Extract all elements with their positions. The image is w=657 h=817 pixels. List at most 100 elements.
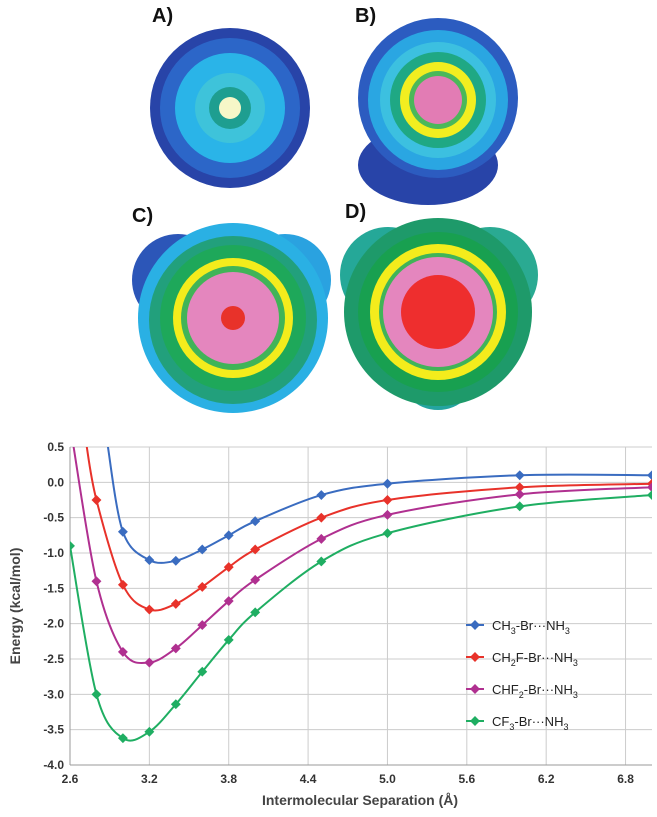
data-point <box>250 574 261 585</box>
data-point <box>250 607 261 618</box>
data-point <box>117 646 128 657</box>
legend-swatch-marker <box>470 684 480 694</box>
data-point <box>170 555 181 566</box>
data-point <box>514 501 525 512</box>
chart-series <box>70 447 652 744</box>
legend-label-part: CH <box>492 650 511 665</box>
legend-label-subscript: 3 <box>565 626 570 636</box>
legend-swatch-marker <box>470 620 480 630</box>
data-point <box>514 470 525 481</box>
data-point <box>316 556 327 567</box>
legend-label-subscript: 3 <box>573 690 578 700</box>
legend-label-part: F-Br···NH <box>516 650 573 665</box>
x-tick-label: 5.0 <box>379 772 396 786</box>
y-tick-label: -3.5 <box>43 723 64 737</box>
series-line <box>72 447 652 665</box>
energy-chart: 0.5 0.0 -0.5 -1.0 -1.5 -2.0 -2.5 -3.0 -3.5 -4.02.… <box>7 440 652 808</box>
y-tick-label: 0.0 <box>47 475 64 489</box>
y-tick-label: -3.0 <box>43 687 64 701</box>
data-point <box>382 478 393 489</box>
data-point <box>382 495 393 505</box>
data-point <box>316 533 327 544</box>
x-axis-title: Intermolecular Separation (Å) <box>262 792 458 808</box>
legend-label: CH2F-Br···NH3 <box>492 650 578 668</box>
esp-surface-panel-c <box>132 223 331 413</box>
x-tick-label: 5.6 <box>458 772 475 786</box>
legend-label-part: CF <box>492 714 509 729</box>
series-2 <box>72 447 652 668</box>
x-tick-label: 3.2 <box>141 772 158 786</box>
data-point <box>514 482 525 493</box>
data-point <box>117 526 128 537</box>
data-point <box>197 581 208 592</box>
data-point <box>382 528 393 539</box>
legend-swatch-marker <box>470 652 480 662</box>
data-point <box>144 555 155 566</box>
legend-label-part: -Br···NH <box>524 682 573 697</box>
data-point <box>647 470 652 481</box>
data-point <box>144 604 155 615</box>
x-tick-label: 6.2 <box>538 772 555 786</box>
legend-label-part: -Br···NH <box>516 618 565 633</box>
data-point <box>223 634 234 645</box>
data-point <box>70 540 75 551</box>
legend-label-subscript: 3 <box>563 722 568 732</box>
y-tick-label: -4.0 <box>43 758 64 772</box>
data-point <box>117 733 128 744</box>
legend-label-subscript: 2 <box>519 690 524 700</box>
legend-label-part: -Br···NH <box>514 714 563 729</box>
data-point <box>250 516 261 527</box>
esp-surface-panel-b <box>358 18 518 205</box>
legend-label-part: CH <box>492 618 511 633</box>
y-tick-label: 0.5 <box>47 440 64 454</box>
data-point <box>170 699 181 710</box>
x-tick-label: 6.8 <box>617 772 634 786</box>
data-point <box>316 490 327 501</box>
data-point <box>197 620 208 631</box>
panel-label-b: B) <box>355 5 376 27</box>
y-tick-label: -2.0 <box>43 617 64 631</box>
data-point <box>647 490 652 501</box>
legend-label-subscript: 3 <box>511 626 516 636</box>
legend-label: CHF2-Br···NH3 <box>492 682 578 700</box>
chart-ticks: 0.5 0.0 -0.5 -1.0 -1.5 -2.0 -2.5 -3.0 -3.5 -4.02.… <box>43 440 634 786</box>
series-3 <box>70 490 652 744</box>
x-tick-label: 3.8 <box>220 772 237 786</box>
legend-label-part: CHF <box>492 682 519 697</box>
esp-surface-panel-a <box>150 28 310 188</box>
data-point <box>170 598 181 609</box>
y-tick-label: -2.5 <box>43 652 64 666</box>
data-point <box>91 689 102 700</box>
legend-label: CF3-Br···NH3 <box>492 714 568 732</box>
y-tick-label: -1.0 <box>43 546 64 560</box>
panel-label-d: D) <box>345 201 366 223</box>
legend-item: CF3-Br···NH3 <box>466 714 568 732</box>
legend-item: CHF2-Br···NH3 <box>466 682 578 700</box>
legend-swatch-marker <box>470 716 480 726</box>
series-line <box>106 447 652 564</box>
data-point <box>223 530 234 541</box>
panel-label-c: C) <box>132 205 153 227</box>
panel-label-a: A) <box>152 5 173 27</box>
data-point <box>197 666 208 677</box>
data-point <box>170 643 181 654</box>
data-point <box>382 509 393 520</box>
legend-label: CH3-Br···NH3 <box>492 618 570 636</box>
legend-item: CH2F-Br···NH3 <box>466 650 578 668</box>
legend-label-subscript: 3 <box>509 722 514 732</box>
series-line <box>85 447 652 612</box>
data-point <box>223 596 234 607</box>
data-point <box>91 576 102 587</box>
y-tick-label: -1.5 <box>43 581 64 595</box>
data-point <box>197 544 208 555</box>
y-tick-label: -0.5 <box>43 511 64 525</box>
series-0 <box>106 447 652 566</box>
legend-label-subscript: 2 <box>511 658 516 668</box>
data-point <box>117 579 128 590</box>
data-point <box>144 726 155 737</box>
series-line <box>70 494 652 742</box>
x-tick-label: 4.4 <box>300 772 317 786</box>
data-point <box>316 512 327 523</box>
data-point <box>223 562 234 573</box>
